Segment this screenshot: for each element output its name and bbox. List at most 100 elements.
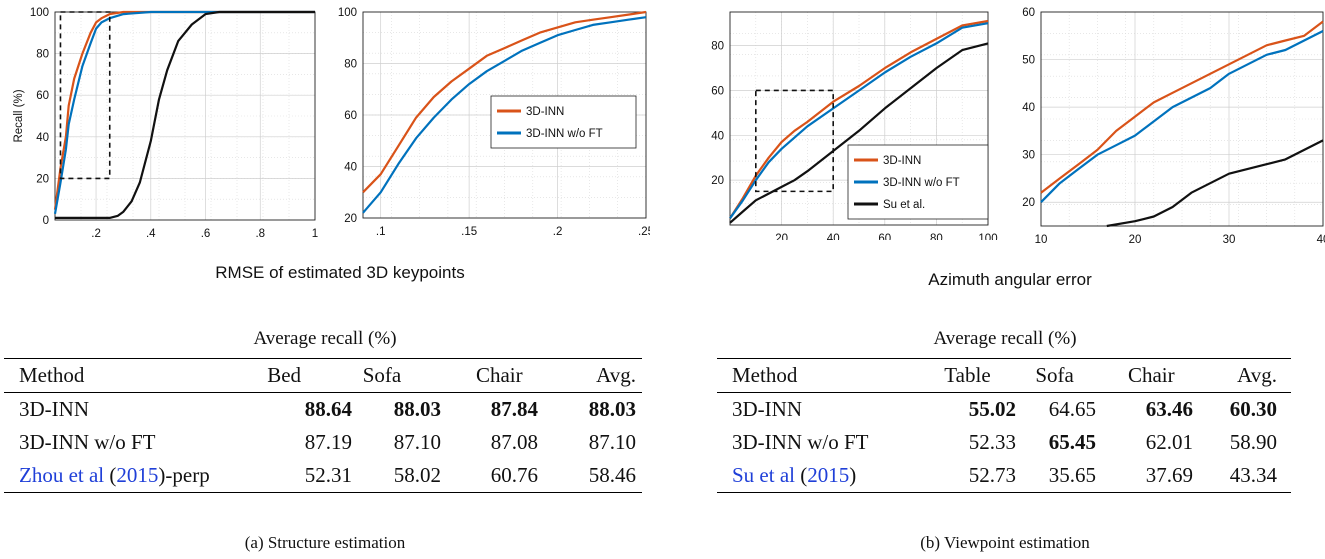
table-header-row: Method Table Sofa Chair Avg. — [717, 359, 1291, 392]
table-header: Method — [19, 363, 85, 387]
y-tick-label: 40 — [1022, 102, 1035, 114]
table-row: 3D-INN w/o FT 87.19 87.10 87.08 87.10 — [4, 426, 642, 459]
axes-box — [729, 11, 989, 226]
y-tick-label: 20 — [36, 173, 49, 185]
y-tick-label: 80 — [36, 49, 49, 61]
plot-left-zoom: .1 .15 .2 .25 20 40 60 80 100 3D-INN 3D-INN w/o FT — [338, 7, 650, 238]
table-cell: 35.65 — [1048, 463, 1096, 487]
plot-right-full: 20 40 60 80 100 20 40 60 80 3D-INN 3D-INN w/o FT Su… — [711, 11, 998, 240]
table-cell-method: 3D-INN w/o FT — [19, 430, 156, 454]
table-header: Avg. — [1237, 363, 1277, 387]
x-tick-label: .2 — [553, 226, 563, 238]
plot-left-zoom-area: .1 .15 .2 .25 20 40 60 80 100 3D-INN 3D-INN w/o FT — [338, 7, 650, 238]
series-line-1 — [53, 10, 315, 210]
y-tick-label: 40 — [344, 162, 357, 174]
y-tick-label: 40 — [711, 130, 724, 142]
plot-right-full-area: 20 40 60 80 100 20 40 60 80 3D-INN 3D-INN w/o FT Su… — [711, 11, 998, 240]
zoom-region-box — [755, 89, 835, 193]
table-cell: 52.31 — [304, 463, 352, 487]
table-header: Chair — [475, 363, 523, 387]
x-tick-label: 100 — [978, 233, 997, 240]
plot-right-zoom: 10 20 30 40 20 30 40 50 60 — [1022, 7, 1325, 246]
table-cell: 60.30 — [1229, 397, 1277, 421]
x-tick-label: 20 — [1129, 234, 1142, 246]
x-tick-label: 1 — [312, 228, 318, 240]
legend-label: 3D-INN — [526, 106, 564, 118]
table-cell: 87.10 — [393, 430, 441, 454]
series-line-2 — [729, 22, 989, 219]
table-cell: 64.65 — [1048, 397, 1096, 421]
table-cell: 58.46 — [588, 463, 636, 487]
table-cell: 58.02 — [393, 463, 441, 487]
citation-year-link[interactable]: 2015 — [807, 463, 850, 487]
table-header: Method — [732, 363, 798, 387]
caption-left: (a) Structure estimation — [244, 533, 406, 552]
series-line-1 — [362, 10, 647, 194]
y-tick-label: 0 — [43, 215, 49, 227]
table-cell-method: 3D-INN — [19, 397, 89, 421]
y-tick-label: 80 — [711, 41, 724, 53]
y-tick-label: 60 — [344, 110, 357, 122]
table-right: Method Table Sofa Chair Avg. 3D-INN 55.0… — [717, 358, 1291, 493]
citation-link[interactable]: Su et al — [732, 463, 795, 487]
series-line-2 — [1040, 30, 1324, 203]
table-cell: 87.10 — [588, 430, 636, 454]
table-header: Sofa — [1035, 363, 1074, 387]
table-cell-method: 3D-INN w/o FT — [732, 430, 869, 454]
plot-left-full: .2 .4 .6 .8 1 0 20 40 60 80 100 Recall (%) — [13, 7, 318, 240]
y-tick-label: 20 — [1022, 197, 1035, 209]
table-title-left: Average recall (%) — [253, 328, 397, 349]
table-row: 3D-INN 55.02 64.65 63.46 60.30 — [717, 393, 1291, 426]
citation-link[interactable]: Zhou et al — [19, 463, 105, 487]
y-tick-label: 60 — [1022, 7, 1035, 19]
table-cell: 87.19 — [304, 430, 352, 454]
axes-box — [362, 11, 647, 219]
x-tick-label: 10 — [1035, 234, 1048, 246]
table-row: Zhou et al (2015)-perp 52.31 58.02 60.76… — [4, 459, 642, 492]
table-cell-method: Su et al (2015) — [732, 463, 857, 487]
table-cell: 87.08 — [490, 430, 538, 454]
table-cell-method: Zhou et al (2015)-perp — [19, 463, 210, 487]
legend-box — [490, 95, 637, 149]
table-cell-method: 3D-INN — [732, 397, 802, 421]
x-tick-label: 20 — [775, 233, 788, 240]
table-cell: 58.90 — [1229, 430, 1277, 454]
y-axis-label: Recall (%) — [13, 89, 25, 142]
table-cell: 55.02 — [968, 397, 1016, 421]
x-tick-label: 30 — [1223, 234, 1236, 246]
table-cell: 65.45 — [1048, 430, 1096, 454]
axes-box — [1040, 11, 1324, 227]
x-caption-left: RMSE of estimated 3D keypoints — [215, 263, 465, 282]
x-tick-label: .8 — [255, 228, 265, 240]
series-line-3 — [55, 10, 315, 219]
y-tick-label: 30 — [1022, 150, 1035, 162]
table-row: Su et al (2015) 52.73 35.65 37.69 43.34 — [717, 459, 1291, 492]
table-cell: 88.03 — [393, 397, 441, 421]
y-tick-label: 100 — [30, 7, 49, 19]
table-cell: 88.64 — [304, 397, 352, 421]
legend-label: Su et al. — [883, 199, 925, 211]
x-tick-label: .1 — [376, 226, 386, 238]
citation-year-link[interactable]: 2015 — [116, 463, 159, 487]
table-header-row: Method Bed Sofa Chair Avg. — [4, 359, 642, 392]
series-line-2 — [362, 16, 647, 214]
y-tick-label: 20 — [711, 175, 724, 187]
caption-right: (b) Viewpoint estimation — [920, 533, 1090, 552]
x-tick-label: 80 — [930, 233, 943, 240]
series-line-3 — [729, 42, 989, 224]
series-line-1 — [729, 19, 989, 219]
table-header: Table — [944, 363, 991, 387]
y-tick-label: 60 — [36, 90, 49, 102]
table-cell: 62.01 — [1145, 430, 1193, 454]
x-tick-label: .2 — [91, 228, 101, 240]
x-caption-right: Azimuth angular error — [928, 270, 1092, 289]
table-cell: 88.03 — [588, 397, 636, 421]
table-cell: 52.33 — [968, 430, 1016, 454]
y-tick-label: 80 — [344, 59, 357, 71]
table-header: Avg. — [596, 363, 636, 387]
x-tick-label: 40 — [827, 233, 840, 240]
x-tick-label: 60 — [878, 233, 891, 240]
y-tick-label: 20 — [344, 213, 357, 225]
y-tick-label: 100 — [338, 7, 357, 19]
table-cell: 52.73 — [968, 463, 1016, 487]
